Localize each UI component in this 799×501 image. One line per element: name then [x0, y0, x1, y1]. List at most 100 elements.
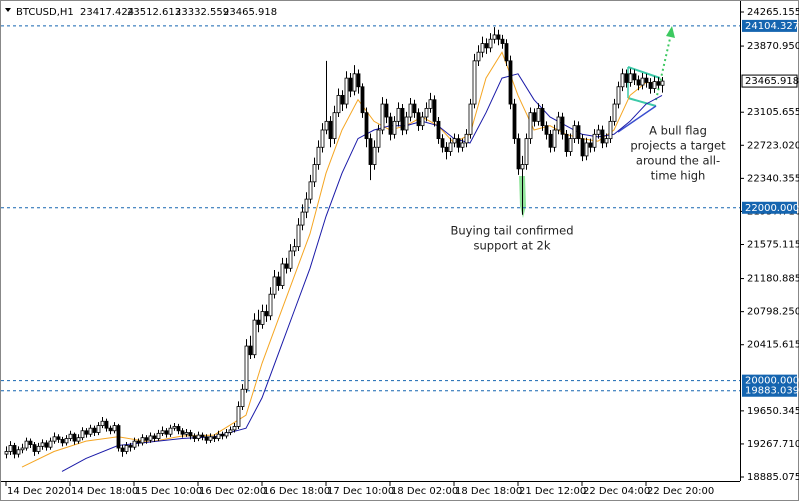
- candle-body: [292, 246, 297, 252]
- y-tick-label: 23870.950: [747, 41, 799, 52]
- candle-body: [444, 146, 449, 152]
- y-tick-label: 20798.250: [747, 307, 799, 318]
- x-tick-label: 22 Dec 04:00: [583, 486, 650, 497]
- candle-body: [220, 433, 225, 437]
- candle-body: [412, 103, 417, 114]
- candle-body: [408, 103, 413, 118]
- candle-body: [504, 43, 509, 62]
- y-tick-label: 23105.655: [747, 107, 799, 118]
- candle-body: [644, 77, 649, 83]
- candle-body: [440, 138, 445, 148]
- candle-body: [64, 438, 69, 444]
- y-tick-label: 21180.885: [747, 274, 799, 285]
- candle-body: [580, 138, 585, 157]
- candle-body: [148, 435, 153, 441]
- candle-body: [196, 434, 201, 439]
- candle-body: [80, 430, 85, 439]
- candle-body: [396, 107, 401, 122]
- candle-body: [416, 112, 421, 127]
- y-tick-label: 22340.355: [747, 173, 799, 184]
- candle-body: [532, 112, 537, 122]
- candle-body: [352, 73, 357, 92]
- candle-body: [172, 426, 177, 429]
- candle-body: [344, 77, 349, 105]
- candle-body: [176, 426, 181, 432]
- low-value: 23332.559: [175, 7, 229, 18]
- open-value: 23417.424: [80, 7, 134, 18]
- candle-body: [640, 77, 645, 86]
- candle-body: [388, 116, 393, 135]
- candle-body: [4, 451, 9, 455]
- candle-body: [392, 120, 397, 135]
- candle-body: [428, 99, 433, 109]
- annotation: Buying tail confirmed: [450, 224, 573, 238]
- candle-body: [84, 430, 89, 435]
- candle-body: [100, 420, 105, 426]
- candle-body: [356, 73, 361, 88]
- candle-body: [456, 138, 461, 148]
- level-label: 24104.327: [745, 21, 799, 32]
- candle-body: [208, 436, 213, 441]
- candle-body: [324, 120, 329, 131]
- candle-body: [276, 276, 281, 286]
- candle-body: [216, 433, 221, 439]
- candle-body: [300, 211, 305, 226]
- x-tick-label: 18 Dec 02:00: [391, 486, 458, 497]
- candle-body: [404, 116, 409, 131]
- candle-body: [144, 437, 149, 441]
- candle-body: [552, 129, 557, 148]
- candle-body: [236, 406, 241, 427]
- candle-body: [572, 125, 577, 140]
- candle-body: [256, 319, 261, 325]
- x-tick-label: 22 Dec 20:00: [647, 486, 714, 497]
- candle-body: [620, 73, 625, 88]
- candle-body: [268, 293, 273, 317]
- annotation: support at 2k: [474, 239, 551, 253]
- candle-body: [184, 432, 189, 435]
- level-label: 20000.000: [745, 376, 799, 387]
- candle-body: [336, 95, 341, 114]
- candle-body: [516, 138, 521, 170]
- level-box: [742, 384, 797, 397]
- high-value: 23512.613: [127, 7, 181, 18]
- candle-body: [52, 436, 57, 442]
- candle-body: [608, 120, 613, 140]
- menu-arrow[interactable]: [5, 8, 11, 12]
- candle-body: [252, 319, 257, 356]
- level-box: [742, 201, 797, 214]
- target-arrow: [655, 33, 672, 101]
- candle-body: [380, 103, 385, 131]
- candle-body: [308, 181, 313, 200]
- candle-body: [400, 107, 405, 131]
- level-box: [742, 19, 797, 32]
- candle-body: [12, 445, 17, 455]
- level-box: [742, 374, 797, 387]
- x-tick-label: 18 Dec 18:00: [455, 486, 522, 497]
- candle-body: [508, 60, 513, 105]
- candle-body: [616, 86, 621, 105]
- x-tick-label: 17 Dec 10:00: [327, 486, 394, 497]
- x-tick-label: 14 Dec 2020: [7, 486, 71, 497]
- candle-body: [624, 73, 629, 83]
- candle-body: [652, 81, 657, 89]
- candle-body: [96, 425, 101, 433]
- x-tick-label: 14 Dec 18:00: [71, 486, 138, 497]
- level-label: 19883.039: [745, 386, 799, 397]
- price-label: 23465.918: [745, 76, 799, 87]
- candle-body: [636, 79, 641, 86]
- candle-body: [364, 112, 369, 140]
- candle-body: [452, 138, 457, 144]
- candle-body: [88, 427, 93, 435]
- candle-body: [496, 34, 501, 40]
- candle-body: [8, 445, 13, 452]
- candle-body: [484, 43, 489, 49]
- candle-body: [232, 426, 237, 431]
- candle-body: [16, 449, 21, 455]
- candle-body: [108, 427, 113, 432]
- candle-body: [152, 435, 157, 439]
- candle-body: [584, 142, 589, 157]
- flag-pole: [617, 105, 657, 133]
- candle-body: [648, 82, 653, 89]
